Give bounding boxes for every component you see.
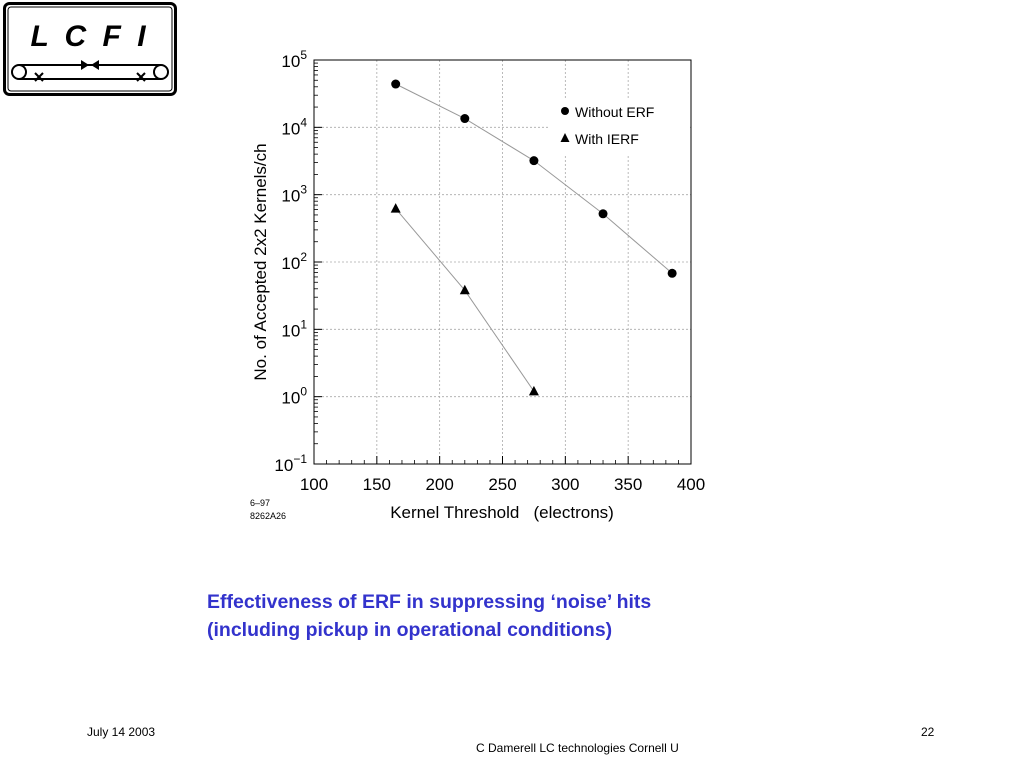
legend-marker-with-ierf xyxy=(560,133,570,142)
data-point-without-erf xyxy=(460,114,470,124)
chart-legend: Without ERF With IERF xyxy=(550,98,690,154)
x-tick-label: 350 xyxy=(614,475,642,494)
y-tick-label: 104 xyxy=(281,115,307,138)
x-tick-label: 400 xyxy=(677,475,705,494)
logo-arrow-left xyxy=(91,60,99,70)
x-tick-label: 250 xyxy=(488,475,516,494)
footer-page-number: 22 xyxy=(921,725,935,739)
y-tick-label: 105 xyxy=(281,48,307,71)
data-point-without-erf xyxy=(598,209,608,219)
lcfi-logo: L C F I xyxy=(3,2,177,96)
y-tick-label: 103 xyxy=(281,183,307,206)
y-tick-label: 10−1 xyxy=(274,452,307,475)
slide-caption: Effectiveness of ERF in suppressing ‘noi… xyxy=(207,588,807,644)
y-tick-label: 101 xyxy=(281,317,307,340)
data-point-with-ierf xyxy=(459,284,470,295)
x-tick-label: 100 xyxy=(300,475,328,494)
x-axis-label: Kernel Threshold (electrons) xyxy=(390,503,614,522)
x-tick-label: 150 xyxy=(363,475,391,494)
series-line-2 xyxy=(395,208,535,392)
y-tick-label: 100 xyxy=(281,385,307,408)
data-point-with-ierf xyxy=(528,385,539,396)
footer-author: C Damerell LC technologies Cornell U xyxy=(476,741,679,755)
y-tick-label: 102 xyxy=(281,250,307,273)
data-point-without-erf xyxy=(391,79,401,89)
legend-marker-without-erf xyxy=(561,107,569,115)
y-axis-label: No. of Accepted 2x2 Kernels/ch xyxy=(251,143,270,380)
series-markers xyxy=(390,79,677,396)
data-point-with-ierf xyxy=(390,203,401,213)
kernel-threshold-chart: 100 150 200 250 300 350 40010−1100101102103104… xyxy=(250,48,705,522)
logo-text: L C F I xyxy=(30,20,149,53)
data-point-without-erf xyxy=(529,156,539,166)
x-tick-label: 300 xyxy=(551,475,579,494)
data-point-without-erf xyxy=(667,268,677,278)
caption-line-1: Effectiveness of ERF in suppressing ‘noi… xyxy=(207,591,652,613)
footer-date: July 14 2003 xyxy=(87,725,156,739)
chart-grid xyxy=(314,60,691,464)
figure-code-id: 8262A26 xyxy=(250,511,286,521)
legend-background xyxy=(550,98,690,154)
figure-code-date: 6–97 xyxy=(250,498,270,508)
x-tick-label: 200 xyxy=(425,475,453,494)
logo-beam-graphic xyxy=(11,64,169,82)
logo-arrow-right xyxy=(81,60,89,70)
legend-label: With IERF xyxy=(575,131,639,147)
caption-line-2: (including pickup in operational conditi… xyxy=(207,619,613,641)
legend-label: Without ERF xyxy=(575,104,654,120)
